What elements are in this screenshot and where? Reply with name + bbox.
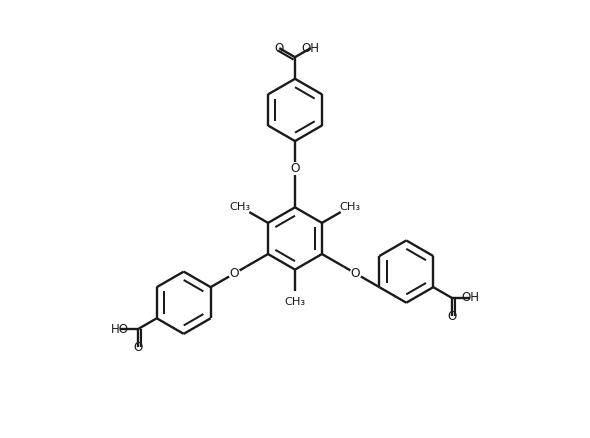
- Text: O: O: [351, 267, 360, 280]
- Text: OH: OH: [461, 291, 479, 304]
- Text: O: O: [447, 310, 457, 323]
- Text: HO: HO: [111, 323, 129, 336]
- Text: CH₃: CH₃: [339, 201, 360, 212]
- Text: O: O: [290, 162, 300, 175]
- Text: O: O: [275, 42, 284, 55]
- Text: CH₃: CH₃: [230, 201, 251, 212]
- Text: CH₃: CH₃: [284, 297, 306, 307]
- Text: O: O: [230, 267, 239, 280]
- Text: O: O: [133, 341, 143, 354]
- Text: OH: OH: [301, 42, 320, 55]
